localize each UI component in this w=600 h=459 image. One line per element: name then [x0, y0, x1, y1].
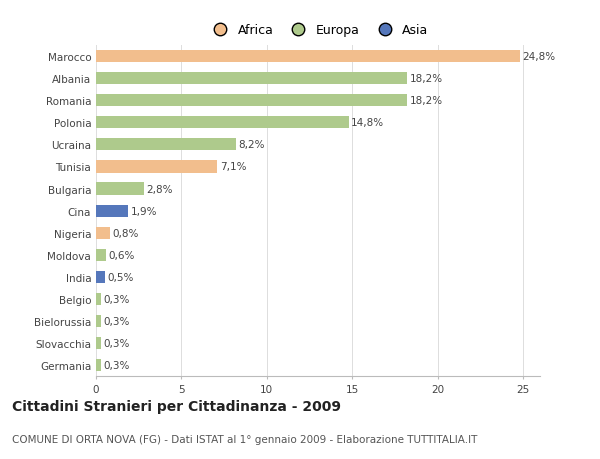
- Text: 0,3%: 0,3%: [104, 360, 130, 370]
- Text: 18,2%: 18,2%: [409, 74, 442, 84]
- Bar: [96, 205, 128, 217]
- Bar: [96, 73, 407, 85]
- Bar: [96, 337, 101, 349]
- Bar: [96, 183, 144, 195]
- Text: 24,8%: 24,8%: [522, 52, 555, 62]
- Bar: [96, 315, 101, 327]
- Bar: [96, 51, 520, 63]
- Bar: [96, 249, 106, 261]
- Legend: Africa, Europa, Asia: Africa, Europa, Asia: [203, 19, 433, 42]
- Text: Cittadini Stranieri per Cittadinanza - 2009: Cittadini Stranieri per Cittadinanza - 2…: [12, 399, 341, 413]
- Text: 0,8%: 0,8%: [112, 228, 139, 238]
- Text: 8,2%: 8,2%: [239, 140, 265, 150]
- Bar: [96, 139, 236, 151]
- Bar: [96, 359, 101, 371]
- Text: 0,5%: 0,5%: [107, 272, 133, 282]
- Text: 0,3%: 0,3%: [104, 338, 130, 348]
- Bar: [96, 117, 349, 129]
- Text: 0,6%: 0,6%: [109, 250, 135, 260]
- Bar: [96, 227, 110, 239]
- Bar: [96, 271, 104, 283]
- Bar: [96, 95, 407, 107]
- Text: 1,9%: 1,9%: [131, 206, 158, 216]
- Bar: [96, 161, 217, 173]
- Text: 7,1%: 7,1%: [220, 162, 247, 172]
- Bar: [96, 293, 101, 305]
- Text: 14,8%: 14,8%: [352, 118, 385, 128]
- Text: 0,3%: 0,3%: [104, 294, 130, 304]
- Text: COMUNE DI ORTA NOVA (FG) - Dati ISTAT al 1° gennaio 2009 - Elaborazione TUTTITAL: COMUNE DI ORTA NOVA (FG) - Dati ISTAT al…: [12, 434, 478, 444]
- Text: 2,8%: 2,8%: [146, 184, 173, 194]
- Text: 18,2%: 18,2%: [409, 96, 442, 106]
- Text: 0,3%: 0,3%: [104, 316, 130, 326]
